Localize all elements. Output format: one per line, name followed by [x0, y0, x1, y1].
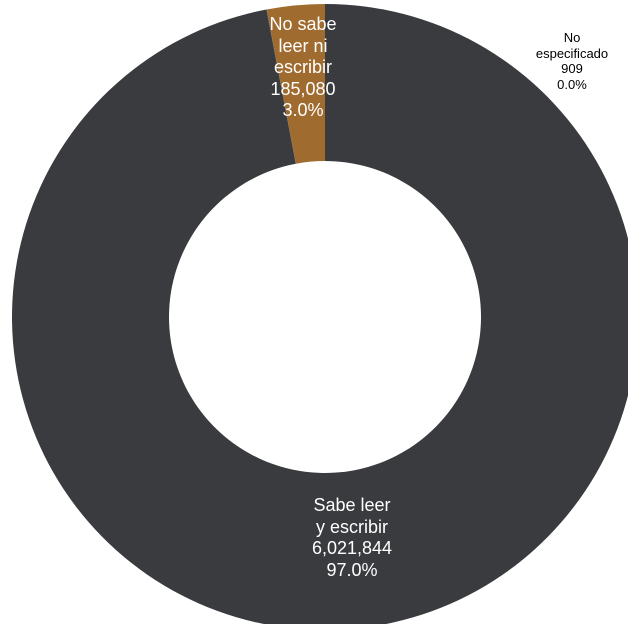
label-line: escribir — [273, 57, 332, 78]
percent-label: 97.0% — [326, 559, 378, 580]
value-label: 6,021,844 — [311, 538, 393, 559]
percent-label: 3.0% — [282, 100, 324, 121]
slice-sabe — [12, 4, 628, 624]
value-label: 909 — [561, 61, 583, 77]
percent-label: 0.0% — [557, 76, 587, 92]
label-line: No sabe — [269, 14, 337, 34]
value-label: 185,080 — [270, 78, 336, 99]
slice-nosabe — [266, 4, 325, 164]
slice-label-no-especificado: No especificado 909 0.0% — [520, 30, 624, 92]
label-line: Sabe leer — [313, 495, 391, 515]
slice-noesp — [266, 9, 296, 164]
label-line: No — [563, 30, 581, 45]
label-line: leer ni — [278, 35, 328, 56]
label-line: especificado — [535, 45, 609, 61]
slice-label-sabe-leer: Sabe leer y escribir 6,021,844 97.0% — [260, 495, 444, 581]
slice-label-no-sabe-leer: No sabe leer ni escribir 185,080 3.0% — [225, 14, 381, 122]
label-line: y escribir — [315, 516, 388, 537]
